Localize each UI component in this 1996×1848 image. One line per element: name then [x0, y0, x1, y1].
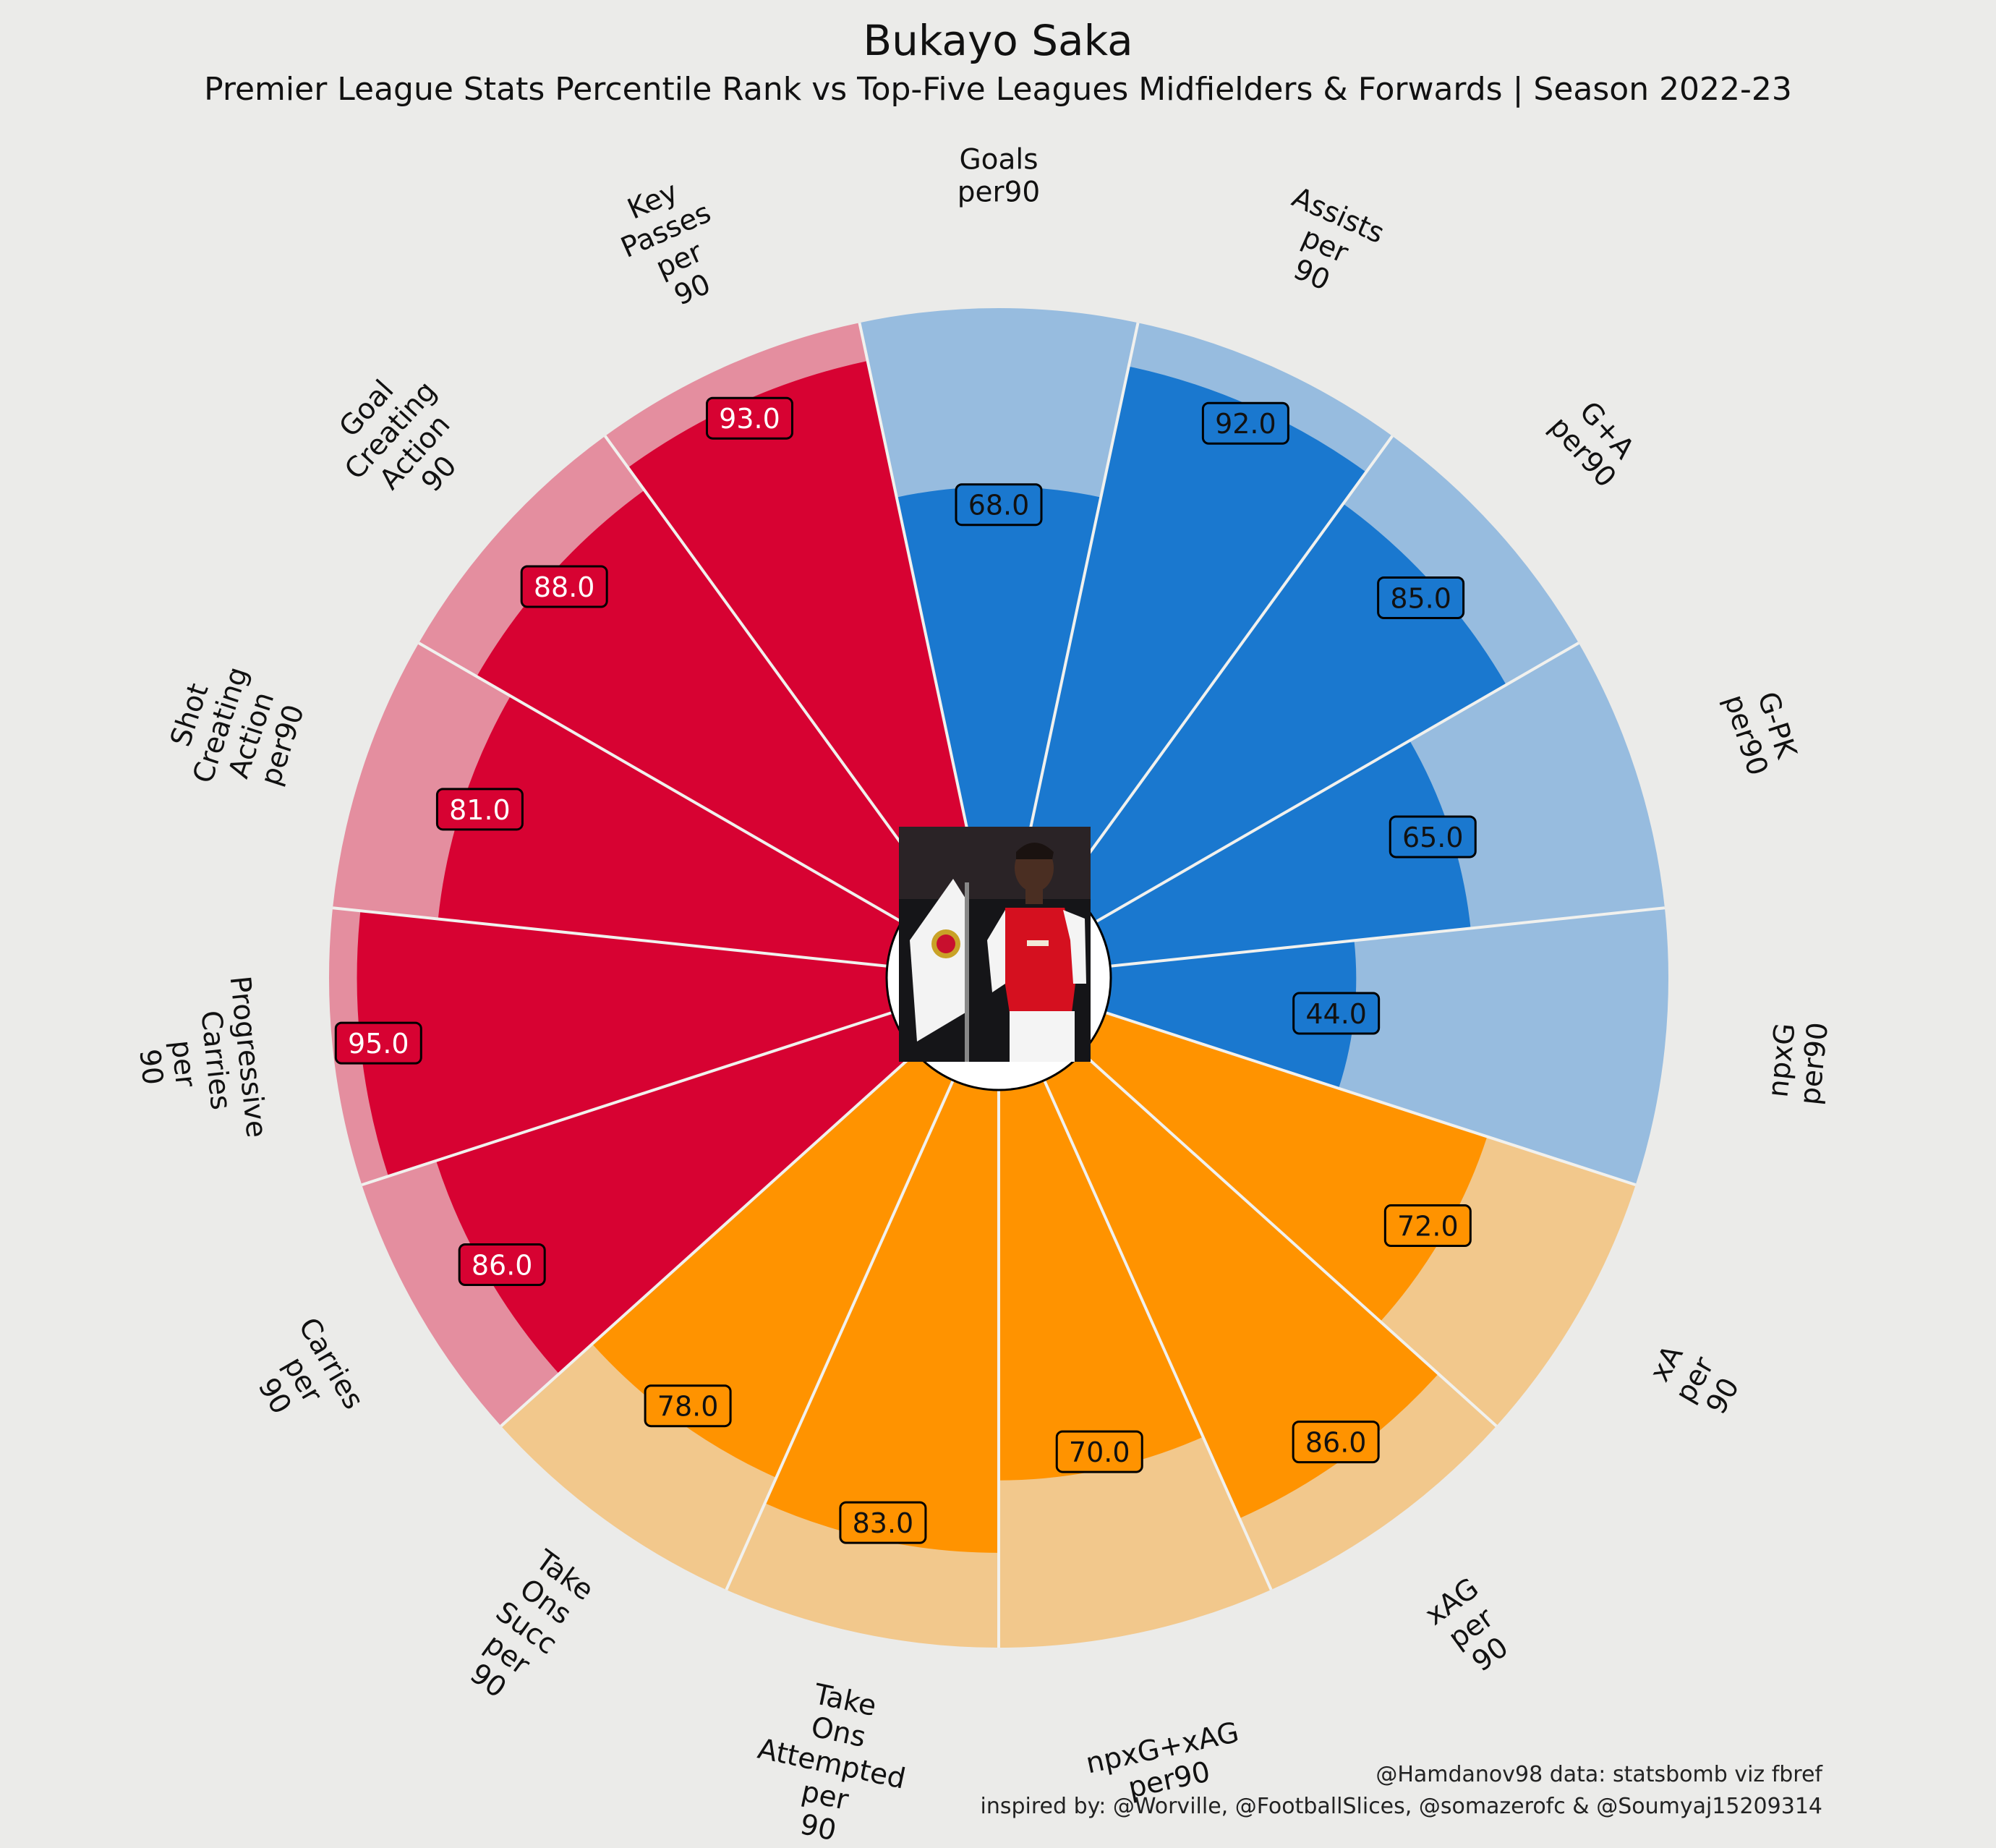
- value-label: 68.0: [955, 483, 1043, 527]
- slice-divider: [858, 322, 977, 869]
- value-label: 93.0: [705, 396, 793, 440]
- param-label: xAGper90: [1420, 1572, 1524, 1685]
- param-label: G-PKper90: [1718, 681, 1805, 780]
- credit-line-2: inspired by: @Worville, @FootballSlices,…: [980, 1794, 1822, 1819]
- param-label: Carriesper90: [236, 1312, 370, 1447]
- slice-value: [999, 1080, 1203, 1481]
- value-label: 92.0: [1201, 401, 1289, 445]
- slice-value: [435, 1012, 916, 1374]
- param-label: KeyPassesper90: [603, 167, 743, 325]
- slice-value: [1044, 1052, 1438, 1519]
- slice-dividers: [332, 322, 1666, 1648]
- value-label: 88.0: [520, 565, 608, 608]
- param-label: G+Aper90: [1543, 389, 1646, 494]
- value-text: 44.0: [1305, 998, 1367, 1030]
- chart-title: Bukayo Saka: [863, 16, 1133, 65]
- value-label: 83.0: [839, 1501, 927, 1544]
- slice-value: [1096, 740, 1471, 966]
- center-photo: [885, 827, 1112, 1091]
- value-label: 78.0: [644, 1384, 732, 1428]
- value-label: 86.0: [458, 1243, 546, 1287]
- value-label: 86.0: [1292, 1421, 1380, 1464]
- param-label: TakeOnsSuccper90: [451, 1543, 601, 1713]
- slice-value: [1022, 366, 1367, 887]
- value-text: 86.0: [472, 1250, 533, 1282]
- param-label: xAper90: [1641, 1334, 1749, 1424]
- slice-divider: [1104, 1010, 1637, 1187]
- value-text: 88.0: [534, 571, 595, 603]
- slice-value: [592, 1052, 953, 1478]
- param-label: Goals per90: [958, 144, 1040, 209]
- value-text: 78.0: [657, 1391, 719, 1423]
- slice-value: [1105, 940, 1357, 1089]
- value-text: 81.0: [449, 794, 511, 826]
- chart-subtitle: Premier League Stats Percentile Rank vs …: [204, 71, 1792, 108]
- slice-value: [896, 486, 1101, 869]
- param-label: npxGper90: [1762, 1018, 1835, 1107]
- slice-divider: [1080, 1052, 1498, 1428]
- slice-value: [438, 696, 902, 966]
- value-text: 72.0: [1397, 1211, 1459, 1243]
- value-text: 68.0: [968, 490, 1030, 521]
- value-labels: 68.0 92.0 85.0 65.0 44.0 72.0 86.0 70.0 83.0 78.0…: [334, 396, 1477, 1544]
- value-label: 85.0: [1377, 576, 1465, 619]
- player-photo: [899, 827, 1091, 1062]
- value-label: 44.0: [1292, 992, 1381, 1035]
- value-text: 83.0: [853, 1507, 914, 1539]
- value-text: 92.0: [1215, 408, 1276, 440]
- credit-line-1: @Hamdanov98 data: statsbomb viz fbref: [1376, 1762, 1822, 1787]
- value-text: 65.0: [1402, 822, 1464, 853]
- slice-value: [764, 1080, 999, 1553]
- param-label: TakeOnsAttemptedper90: [741, 1669, 922, 1848]
- value-text: 95.0: [348, 1028, 409, 1060]
- slice-divider: [1043, 1079, 1273, 1591]
- slice-divider: [1109, 906, 1666, 968]
- value-label: 81.0: [435, 788, 524, 831]
- slice-divider: [332, 906, 888, 968]
- param-label: ProgressiveCarriesper90: [126, 974, 272, 1149]
- value-label: 72.0: [1383, 1204, 1472, 1248]
- value-text: 85.0: [1390, 582, 1451, 614]
- slice-divider: [1020, 322, 1140, 869]
- value-label: 95.0: [334, 1021, 422, 1065]
- slice-value: [357, 911, 892, 1177]
- value-text: 86.0: [1305, 1427, 1367, 1459]
- param-label: GoalCreatingAction90: [315, 353, 492, 529]
- value-label: 65.0: [1389, 815, 1477, 859]
- value-label: 70.0: [1055, 1430, 1143, 1473]
- slice-divider: [725, 1079, 955, 1591]
- value-text: 93.0: [719, 403, 780, 435]
- slice-divider: [1095, 642, 1579, 924]
- slice-divider: [361, 1010, 893, 1187]
- param-label: ShotCreatingActionper90: [156, 653, 317, 807]
- slice-divider: [418, 642, 903, 924]
- slice-divider: [500, 1052, 917, 1428]
- slice-value: [628, 361, 976, 887]
- slice-divider: [604, 435, 934, 888]
- slice-divider: [1063, 435, 1394, 888]
- value-text: 70.0: [1069, 1436, 1130, 1468]
- param-label: Assistsper90: [1261, 181, 1389, 310]
